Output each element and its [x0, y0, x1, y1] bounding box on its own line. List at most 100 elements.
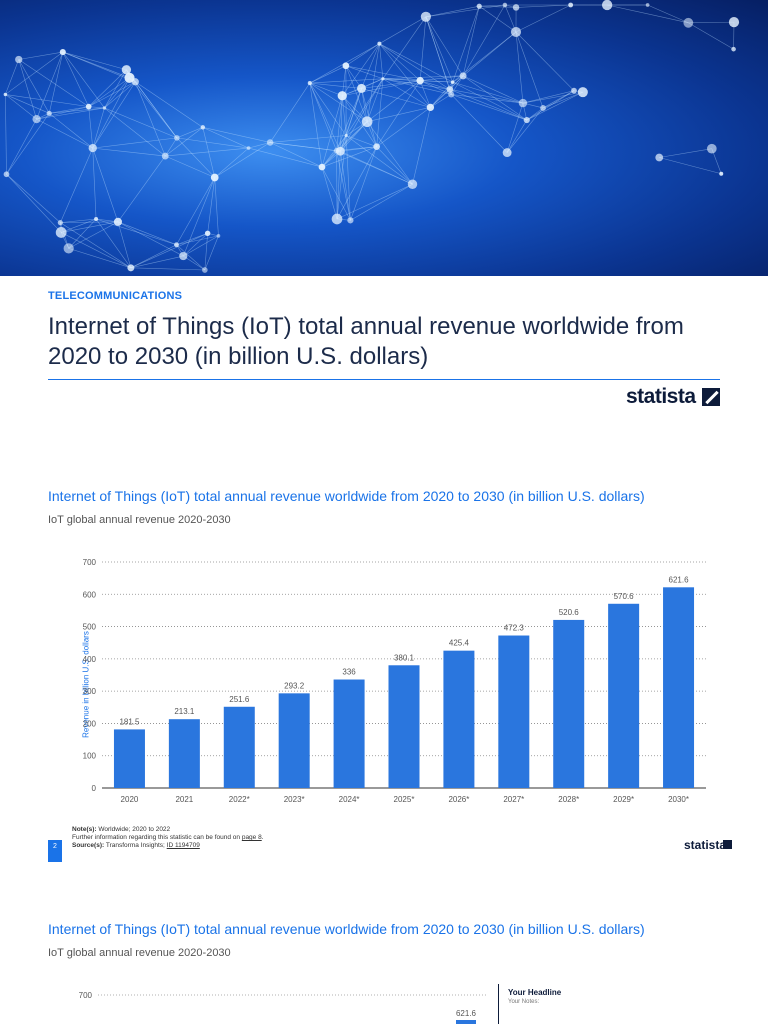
network-node: [3, 171, 10, 178]
data-label: 621.6: [669, 575, 690, 584]
further-info-link[interactable]: page 8: [241, 834, 262, 841]
network-link: [62, 51, 130, 79]
network-link: [425, 16, 452, 95]
network-link: [366, 80, 421, 122]
network-link: [18, 51, 63, 60]
network-node: [331, 213, 343, 225]
network-link: [95, 218, 177, 246]
network-link: [479, 4, 505, 7]
network-link: [207, 177, 216, 234]
x-tick-label: 2029*: [613, 795, 634, 804]
x-tick-label: 2025*: [394, 795, 415, 804]
network-link: [248, 147, 323, 168]
network-link: [321, 146, 377, 168]
network-link: [452, 81, 527, 121]
network-node: [94, 217, 99, 222]
x-tick-label: 2028*: [558, 795, 579, 804]
network-link: [382, 78, 421, 81]
network-link: [61, 232, 131, 269]
network-link: [425, 16, 464, 77]
network-link: [425, 16, 453, 83]
network-node: [333, 147, 340, 154]
network-link: [425, 16, 451, 90]
network-link: [361, 88, 431, 108]
network-link: [345, 65, 368, 122]
network-link: [202, 127, 216, 178]
network-link: [479, 5, 517, 33]
network-node: [161, 152, 169, 160]
network-link: [522, 90, 575, 104]
headline-divider: [48, 379, 720, 380]
network-link: [6, 118, 37, 175]
network-node: [102, 106, 107, 110]
network-link: [36, 51, 64, 120]
network-link: [104, 77, 130, 109]
network-node: [113, 217, 122, 226]
network-link: [6, 174, 61, 223]
network-link: [342, 95, 377, 147]
network-link: [309, 82, 347, 136]
network-link: [342, 80, 421, 97]
network-link: [214, 177, 219, 236]
network-node: [46, 110, 52, 116]
y-tick-label: 700: [83, 558, 97, 567]
network-link: [336, 121, 368, 151]
network-link: [336, 150, 413, 185]
y-tick-label: 300: [83, 687, 97, 696]
network-link: [60, 222, 132, 269]
network-link: [165, 155, 215, 178]
network-link: [425, 5, 480, 18]
network-link: [321, 95, 343, 168]
network-link: [165, 147, 249, 157]
data-label: 213.1: [174, 707, 195, 716]
network-link: [92, 137, 177, 149]
network-link: [420, 80, 450, 90]
network-link: [449, 89, 527, 121]
data-label: 425.4: [449, 639, 470, 648]
network-node: [202, 267, 208, 273]
data-label: 380.1: [394, 653, 415, 662]
network-link: [49, 106, 89, 114]
network-link: [62, 51, 89, 107]
network-link: [350, 183, 413, 221]
network-link: [367, 107, 431, 122]
y-tick-label: 100: [83, 752, 97, 761]
network-link: [515, 4, 571, 33]
source-id-link[interactable]: ID 1194709: [166, 842, 200, 849]
network-link: [346, 135, 377, 147]
network-node: [266, 139, 274, 146]
network-node: [347, 217, 354, 224]
network-node: [373, 143, 380, 150]
network-link: [309, 82, 343, 97]
network-link: [688, 21, 734, 24]
network-node: [518, 98, 528, 108]
network-node: [318, 163, 326, 171]
network-link: [526, 107, 544, 121]
network-link: [214, 147, 249, 178]
network-link: [88, 81, 136, 107]
network-link: [5, 94, 37, 120]
network-link: [202, 127, 249, 149]
network-link: [506, 102, 524, 153]
network-link: [176, 235, 219, 246]
bar: [223, 706, 255, 788]
data-label: 251.6: [229, 695, 250, 704]
bar: [498, 635, 530, 788]
network-link: [340, 78, 384, 152]
network-link: [336, 183, 413, 220]
network-link: [462, 75, 524, 104]
network-link: [6, 174, 62, 233]
network-link: [350, 146, 377, 221]
network-link: [542, 91, 583, 109]
network-node: [426, 103, 435, 112]
network-link: [214, 142, 271, 178]
network-link: [130, 267, 205, 271]
network-link: [176, 233, 208, 246]
network-node: [601, 0, 613, 11]
network-link: [341, 65, 347, 96]
network-link: [382, 78, 452, 95]
network-link: [36, 118, 93, 149]
network-link: [336, 135, 347, 220]
network-link: [542, 90, 575, 109]
network-node: [416, 76, 424, 85]
